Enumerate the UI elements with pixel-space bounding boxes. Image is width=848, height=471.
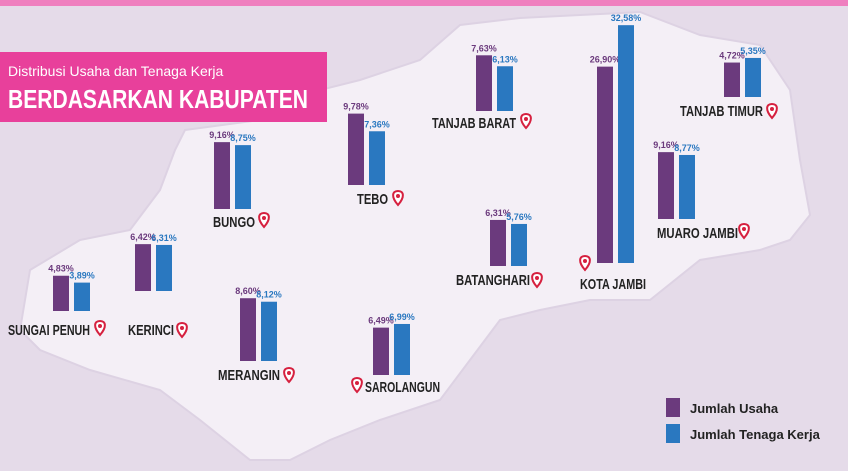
- region-label: SUNGAI PENUH: [8, 322, 90, 339]
- bar: [135, 244, 151, 291]
- bar: [261, 301, 277, 361]
- value-label: 8,60%: [235, 286, 261, 296]
- bar: [74, 282, 90, 311]
- bar: [240, 298, 256, 361]
- value-label: 6,31%: [485, 208, 511, 218]
- value-label: 6,99%: [389, 312, 415, 322]
- region-label: TEBO: [357, 191, 388, 208]
- value-label: 5,76%: [506, 212, 532, 222]
- region-label: KOTA JAMBI: [580, 276, 646, 293]
- bar: [369, 131, 385, 185]
- chart-subtitle: Distribusi Usaha dan Tenaga Kerja: [8, 63, 224, 79]
- region-label: TANJAB BARAT: [432, 115, 516, 132]
- bar: [53, 275, 69, 311]
- value-label: 9,78%: [343, 102, 369, 112]
- pin-dot: [770, 107, 774, 111]
- value-label: 5,35%: [740, 46, 766, 56]
- chart-title: BERDASARKAN KABUPATEN: [8, 84, 308, 114]
- bar: [394, 323, 410, 375]
- value-label: 8,75%: [230, 133, 256, 143]
- bar: [490, 219, 506, 266]
- bar: [511, 223, 527, 266]
- bar: [214, 142, 230, 209]
- value-label: 6,13%: [492, 54, 518, 64]
- pin-dot: [98, 324, 102, 328]
- bar: [373, 327, 389, 375]
- value-label: 8,12%: [256, 290, 282, 300]
- bar: [658, 152, 674, 219]
- bar: [497, 66, 513, 111]
- value-label: 6,49%: [368, 316, 394, 326]
- value-label: 4,72%: [719, 51, 745, 61]
- value-label: 4,83%: [48, 264, 74, 274]
- bar: [597, 66, 613, 263]
- title-banner: [0, 52, 327, 122]
- legend-label: Jumlah Tenaga Kerja: [690, 427, 821, 442]
- top-strip: [0, 0, 848, 6]
- legend-label: Jumlah Usaha: [690, 401, 779, 416]
- value-label: 9,16%: [209, 130, 235, 140]
- region-label: TANJAB TIMUR: [680, 103, 763, 120]
- region-label: KERINCI: [128, 322, 174, 339]
- pin-dot: [524, 117, 528, 121]
- pin-dot: [742, 227, 746, 231]
- region-label: BATANGHARI: [456, 272, 530, 289]
- value-label: 26,90%: [590, 55, 621, 65]
- value-label: 32,58%: [611, 13, 642, 23]
- pin-dot: [583, 259, 587, 263]
- bar: [476, 55, 492, 111]
- value-label: 6,31%: [151, 233, 177, 243]
- bar: [156, 244, 172, 291]
- region-label: BUNGO: [213, 214, 255, 231]
- region-label: MERANGIN: [218, 367, 280, 384]
- pin-dot: [535, 276, 539, 280]
- legend-swatch: [666, 424, 680, 443]
- pin-dot: [262, 216, 266, 220]
- pin-dot: [396, 194, 400, 198]
- region-label: MUARO JAMBI: [657, 225, 738, 242]
- value-label: 8,77%: [674, 143, 700, 153]
- bar: [679, 154, 695, 219]
- value-label: 3,89%: [69, 271, 95, 281]
- bar: [235, 145, 251, 209]
- value-label: 6,42%: [130, 232, 156, 242]
- value-label: 9,16%: [653, 140, 679, 150]
- bar: [348, 113, 364, 185]
- region-label: SAROLANGUN: [365, 379, 440, 396]
- bar: [724, 62, 740, 97]
- bar: [618, 25, 634, 263]
- pin-dot: [287, 371, 291, 375]
- value-label: 7,63%: [471, 43, 497, 53]
- legend-swatch: [666, 398, 680, 417]
- pin-dot: [355, 381, 359, 385]
- bar: [745, 57, 761, 97]
- value-label: 7,36%: [364, 119, 390, 129]
- pin-dot: [180, 326, 184, 330]
